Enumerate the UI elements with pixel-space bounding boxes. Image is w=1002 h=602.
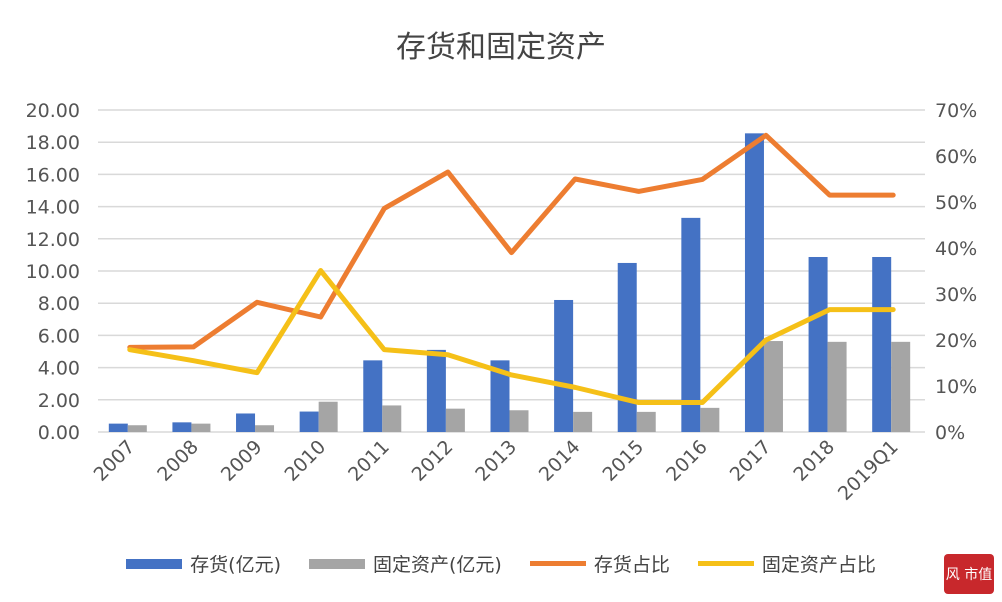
legend-swatch xyxy=(697,561,754,566)
bar-inventory xyxy=(299,411,319,432)
left-tick-label: 6.00 xyxy=(38,325,80,347)
legend-item-fixed-assets: 固定资产(亿元) xyxy=(308,550,502,577)
right-tick-label: 70% xyxy=(935,100,977,122)
right-tick-label: 20% xyxy=(935,330,977,352)
x-tick-label: 2016 xyxy=(662,436,712,486)
legend-item-fixed-ratio: 固定资产占比 xyxy=(697,550,876,577)
x-tick-label: 2012 xyxy=(408,436,458,486)
bar-fixed-assets xyxy=(382,405,402,432)
bar-inventory xyxy=(172,422,192,432)
x-tick-label: 2008 xyxy=(153,436,203,486)
bar-inventory xyxy=(872,256,892,432)
right-tick-label: 50% xyxy=(935,192,977,214)
legend-item-inventory: 存货(亿元) xyxy=(126,550,281,577)
bar-fixed-assets xyxy=(127,425,147,432)
bar-fixed-assets xyxy=(891,341,911,432)
bar-inventory xyxy=(808,256,828,432)
legend: 存货(亿元) 固定资产(亿元) 存货占比 固定资产占比 xyxy=(0,550,1002,577)
x-tick-label: 2014 xyxy=(535,436,585,486)
legend-swatch xyxy=(308,558,365,569)
bar-inventory xyxy=(108,423,128,432)
right-tick-label: 40% xyxy=(935,238,977,260)
chart-title: 存货和固定资产 xyxy=(396,30,606,65)
line-fixed-ratio xyxy=(127,268,896,406)
right-tick-label: 60% xyxy=(935,146,977,168)
seal-logo: 风 市值 xyxy=(944,554,994,594)
bar-inventory xyxy=(426,349,446,432)
line-inventory-ratio xyxy=(127,132,896,350)
bar-fixed-assets xyxy=(318,401,338,432)
legend-swatch xyxy=(529,561,586,566)
left-tick-label: 16.00 xyxy=(26,164,80,186)
bar-fixed-assets xyxy=(763,341,783,432)
legend-swatch xyxy=(126,558,183,569)
left-tick-label: 8.00 xyxy=(38,293,80,315)
right-tick-label: 30% xyxy=(935,284,977,306)
bar-fixed-assets xyxy=(445,408,465,432)
legend-label: 固定资产占比 xyxy=(761,554,876,576)
bar-inventory xyxy=(744,133,764,432)
left-tick-label: 12.00 xyxy=(26,229,80,251)
x-tick-label: 2010 xyxy=(280,436,330,486)
x-tick-label: 2019Q1 xyxy=(834,436,903,505)
left-tick-label: 18.00 xyxy=(26,132,80,154)
bar-fixed-assets xyxy=(509,410,529,432)
bar-inventory xyxy=(236,413,256,432)
x-tick-label: 2018 xyxy=(789,436,839,486)
bar-fixed-assets xyxy=(191,423,211,432)
bar-fixed-assets xyxy=(573,411,593,432)
bar-inventory xyxy=(554,299,574,432)
x-tick-label: 2009 xyxy=(217,436,267,486)
bar-fixed-assets xyxy=(827,341,847,432)
left-tick-label: 10.00 xyxy=(26,261,80,283)
legend-label: 存货占比 xyxy=(593,554,670,576)
bar-fixed-assets xyxy=(636,411,656,432)
x-tick-label: 2015 xyxy=(599,436,649,486)
left-tick-label: 20.00 xyxy=(26,100,80,122)
left-tick-label: 2.00 xyxy=(38,390,80,412)
bar-inventory xyxy=(617,262,637,432)
bar-fixed-assets xyxy=(700,407,720,432)
left-tick-label: 4.00 xyxy=(38,358,80,380)
x-tick-label: 2007 xyxy=(90,436,140,486)
left-tick-label: 14.00 xyxy=(26,197,80,219)
x-tick-label: 2013 xyxy=(471,436,521,486)
legend-label: 存货(亿元) xyxy=(190,554,281,576)
x-tick-label: 2011 xyxy=(344,436,394,486)
bar-inventory xyxy=(363,360,383,432)
right-tick-label: 0% xyxy=(935,422,965,444)
x-tick-label: 2017 xyxy=(726,436,776,486)
bar-inventory xyxy=(490,360,510,432)
legend-item-inventory-ratio: 存货占比 xyxy=(529,550,670,577)
right-tick-label: 10% xyxy=(935,376,977,398)
bar-inventory xyxy=(681,217,701,432)
legend-label: 固定资产(亿元) xyxy=(372,554,502,576)
bar-fixed-assets xyxy=(255,425,275,432)
left-tick-label: 0.00 xyxy=(38,422,80,444)
